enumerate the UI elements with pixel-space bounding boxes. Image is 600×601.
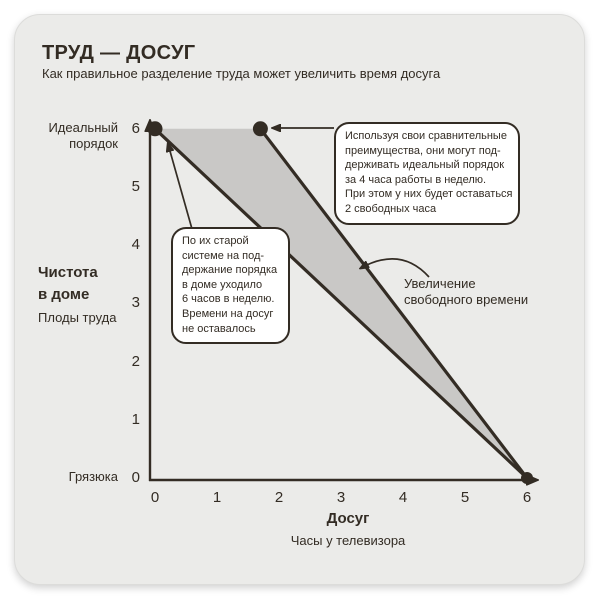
infographic-card bbox=[14, 14, 585, 585]
x-tick-3: 3 bbox=[336, 489, 346, 506]
old-system-callout: По их старой системе на под- держание по… bbox=[171, 227, 290, 345]
old-callout-arrow bbox=[168, 144, 193, 230]
y-tick-5: 5 bbox=[131, 178, 140, 195]
free-time-arrow bbox=[361, 258, 430, 278]
new-system-callout: Используя свои сравнительные преимуществ… bbox=[334, 122, 520, 225]
y-min-label: Грязюка bbox=[68, 469, 118, 484]
y-tick-2: 2 bbox=[131, 353, 140, 370]
x-tick-5: 5 bbox=[460, 489, 470, 506]
y-axis-subtitle: Плоды труда bbox=[38, 310, 117, 325]
chart-subtitle: Как правильное разделение труда может ув… bbox=[42, 66, 441, 81]
x-tick-1: 1 bbox=[212, 489, 222, 506]
new-frontier-line bbox=[259, 127, 529, 479]
y-tick-0: 0 bbox=[131, 469, 140, 486]
y-axis-title: Чистота в доме bbox=[38, 264, 98, 303]
x-tick-6: 6 bbox=[522, 489, 532, 506]
x-axis-subtitle: Часы у телевизора bbox=[290, 533, 406, 548]
y-tick-3: 3 bbox=[131, 294, 140, 311]
y-max-label: Идеальный порядок bbox=[48, 120, 118, 151]
data-point-dot bbox=[521, 472, 533, 484]
y-tick-1: 1 bbox=[131, 411, 140, 428]
data-point-dot bbox=[147, 121, 163, 137]
x-axis-title: Досуг bbox=[326, 510, 370, 527]
old-frontier-line bbox=[153, 127, 529, 480]
x-tick-2: 2 bbox=[274, 489, 284, 506]
chart-title: ТРУД — ДОСУГ bbox=[42, 42, 196, 64]
x-tick-0: 0 bbox=[150, 489, 160, 506]
y-tick-4: 4 bbox=[131, 236, 140, 253]
x-tick-4: 4 bbox=[398, 489, 408, 506]
data-point-dot bbox=[252, 121, 268, 137]
y-tick-6: 6 bbox=[131, 120, 140, 137]
data-point-dots bbox=[147, 121, 533, 484]
free-time-label: Увеличение свободного времени bbox=[404, 276, 529, 307]
